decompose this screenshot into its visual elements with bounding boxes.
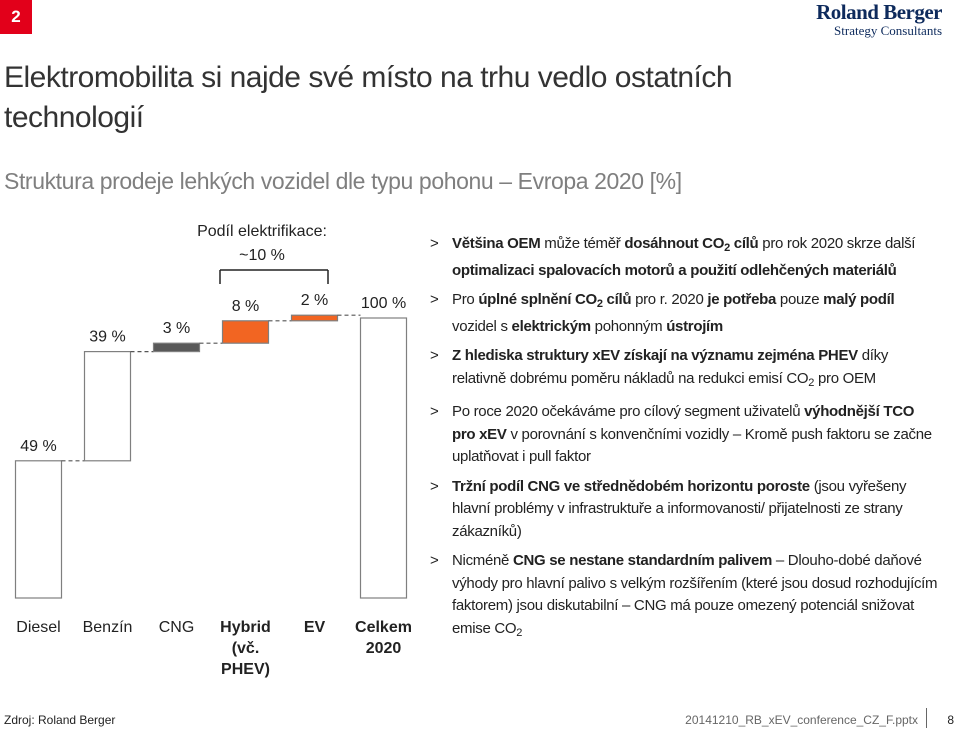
bullet-text: pro r. 2020 — [631, 291, 708, 308]
bullet-text: pro rok 2020 skrze další — [758, 235, 916, 252]
bullet-text: CNG se nestane standardním palivem — [512, 552, 773, 569]
category-label: Benzín — [82, 619, 133, 636]
bullet-text: v porovnání s konvenčními vozidly – Krom… — [452, 425, 932, 466]
slide-title: Elektromobilita si najde své místo na tr… — [4, 61, 733, 134]
bullet-text: optimalizaci spalovacích motorů a použit… — [452, 261, 897, 279]
annotation: Podíl elektrifikace: — [197, 223, 327, 240]
bullet-text: – Dlouho-dobé daňové výhody pro hlavní p… — [452, 552, 938, 637]
bullet: > Většina OEM může téměř dosáhnout CO2 cí… — [428, 233, 940, 282]
bullet-text: Po roce 2020 očekáváme pro cílový segmen… — [452, 403, 805, 420]
bar — [359, 317, 408, 599]
value-label: 3 % — [163, 320, 191, 337]
bullet: > Z hlediska struktury xEV získají na výz… — [428, 345, 940, 394]
bullet-text: ústrojím — [666, 317, 723, 335]
bullet-text: 2 — [516, 626, 523, 639]
bullet-text: je potřeba — [707, 291, 777, 308]
bullet: > Pro úplné splnění CO2 cílů pro r. 2020 … — [428, 289, 940, 338]
bullet-text: Většina OEM — [452, 235, 541, 252]
bullet-text: Pro — [452, 291, 479, 308]
bullet-text: vozidel s — [452, 317, 512, 335]
file-name: 20141210_RB_xEV_conference_CZ_F.pptx — [685, 713, 918, 727]
bullet-text: může téměř — [540, 235, 625, 252]
bullet-marker: > — [430, 291, 439, 308]
bar — [14, 460, 63, 599]
bullet-text: cílů — [729, 235, 759, 252]
category-label: EV — [303, 619, 326, 636]
bullet-marker: > — [430, 235, 439, 252]
annotation: ~10 % — [239, 247, 285, 264]
category-label: Diesel — [16, 619, 61, 636]
category-label: Hybrid (vč. PHEV) — [220, 619, 271, 678]
bar — [152, 342, 201, 353]
category-label: Celkem 2020 — [355, 619, 412, 657]
page-number: 2 — [0, 0, 32, 34]
bullet-marker: > — [430, 477, 439, 495]
chart: 49 % 39 % 3 % 8 % 2 % 100 % Podíl elektrifikac… — [14, 223, 408, 599]
bullet-text: dosáhnout CO — [624, 235, 725, 252]
bullet-text: elektrickým — [511, 317, 592, 335]
bullet-text: pohonným — [590, 317, 667, 335]
bullet-text: pouze — [776, 291, 824, 308]
bullet-text: pro OEM — [814, 369, 876, 387]
bullet-text: Nicméně — [452, 552, 513, 569]
bullet-text: výhodnější TCO pro xEV — [452, 403, 915, 443]
separator — [926, 708, 927, 728]
bar — [83, 351, 132, 462]
bullet-text: cílů — [602, 291, 632, 308]
bullet-text: Z hlediska struktury xEV získají na význ… — [452, 347, 858, 364]
bullet-text: úplné splnění CO — [478, 291, 597, 308]
bullet-marker: > — [430, 552, 439, 569]
bullet-text: 2 — [596, 298, 603, 310]
source: Zdroj: Roland Berger — [4, 713, 116, 727]
bullet: > Nicméně CNG se nestane standardním pali… — [428, 550, 940, 644]
bar — [290, 314, 339, 322]
value-label: 49 % — [20, 438, 56, 455]
bullet-text: (jsou vyřešeny hlavní problémy v infrast… — [452, 477, 907, 540]
logo-tagline: Strategy Consultants — [834, 23, 942, 38]
bullet-marker: > — [430, 347, 439, 364]
bar — [221, 320, 270, 344]
logo-name: Roland Berger — [816, 0, 942, 24]
value-label: 8 % — [232, 298, 260, 315]
bullet-text: malý podíl — [823, 291, 895, 308]
value-label: 2 % — [301, 292, 329, 309]
footer-page: 8 — [947, 713, 954, 727]
value-label: 100 % — [361, 295, 406, 312]
chart-subtitle: Struktura prodeje lehkých vozidel dle ty… — [4, 168, 682, 194]
bullet-text: díky relativně dobrému poměru nákladů na… — [452, 347, 889, 387]
bullet-marker: > — [430, 403, 439, 420]
bullet: > Po roce 2020 očekáváme pro cílový segme… — [428, 401, 940, 469]
category-label: CNG — [158, 619, 195, 636]
bullet-text: Tržní podíl CNG ve střednědobém horizont… — [452, 477, 810, 495]
value-label: 39 % — [89, 329, 125, 346]
bullet: > Tržní podíl CNG ve střednědobém horizon… — [428, 476, 940, 544]
bullet-text: 2 — [724, 242, 730, 254]
bullet-text: 2 — [808, 376, 815, 389]
bullet-list: > Většina OEM může téměř dosáhnout CO2 cí… — [428, 233, 940, 651]
